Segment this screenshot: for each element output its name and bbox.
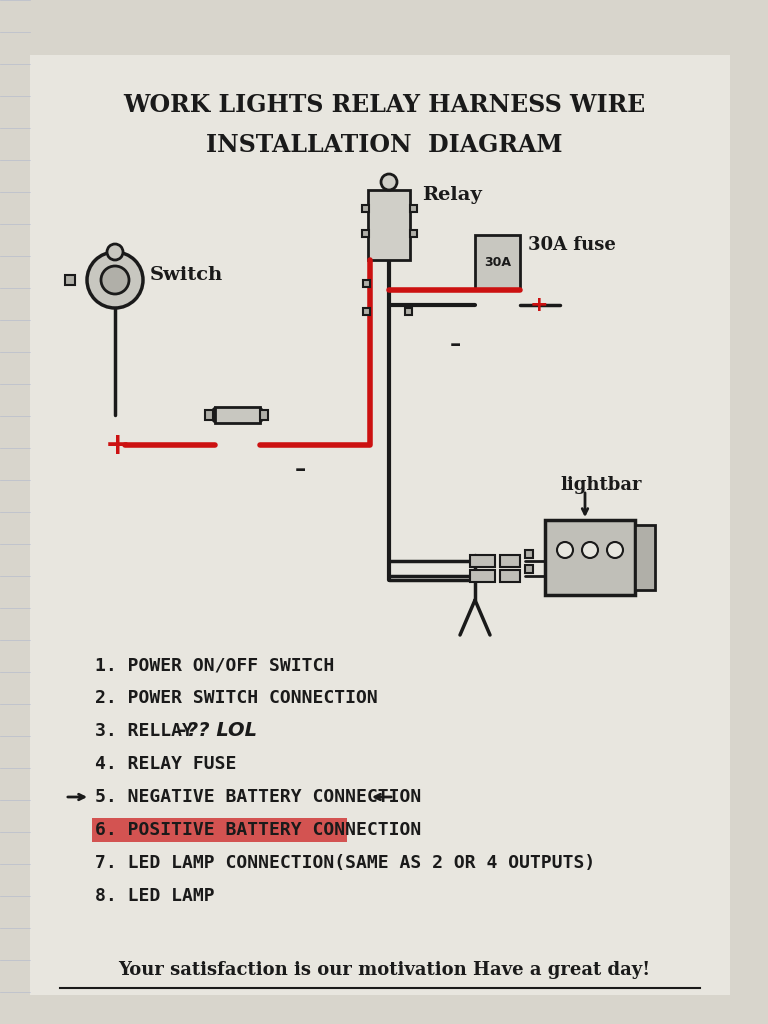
Text: INSTALLATION  DIAGRAM: INSTALLATION DIAGRAM [206, 133, 562, 157]
Bar [215, 407, 260, 423]
Polygon shape [207, 407, 215, 423]
Circle shape [381, 174, 397, 190]
Bar [525, 565, 533, 573]
Bar [635, 525, 655, 590]
Text: 3. RELLAY: 3. RELLAY [95, 722, 193, 740]
Circle shape [101, 266, 129, 294]
Polygon shape [260, 407, 268, 423]
Bar [525, 550, 533, 558]
Bar [500, 570, 520, 582]
Text: WORK LIGHTS RELAY HARNESS WIRE: WORK LIGHTS RELAY HARNESS WIRE [123, 93, 645, 117]
Text: 4. RELAY FUSE: 4. RELAY FUSE [95, 755, 237, 773]
Bar [410, 205, 417, 212]
Bar [470, 570, 495, 582]
Bar [475, 234, 520, 290]
Circle shape [582, 542, 598, 558]
Bar [405, 308, 412, 315]
Text: 8. LED LAMP: 8. LED LAMP [95, 887, 214, 905]
Text: lightbar: lightbar [560, 476, 641, 494]
Text: Your satisfaction is our motivation Have a great day!: Your satisfaction is our motivation Have… [118, 961, 650, 979]
Text: –: – [450, 335, 462, 355]
Text: 5. NEGATIVE BATTERY CONNECTION: 5. NEGATIVE BATTERY CONNECTION [95, 788, 422, 806]
Bar [363, 280, 370, 287]
Bar [362, 230, 369, 237]
Circle shape [87, 252, 143, 308]
Bar [362, 205, 369, 212]
Text: 30A: 30A [484, 256, 511, 269]
Text: –: – [295, 460, 306, 480]
Text: 2. POWER SWITCH CONNECTION: 2. POWER SWITCH CONNECTION [95, 689, 378, 707]
Bar [368, 190, 410, 260]
Circle shape [557, 542, 573, 558]
Bar [470, 555, 495, 567]
Text: Relay: Relay [422, 186, 482, 204]
Text: +: + [530, 295, 548, 315]
Circle shape [107, 244, 123, 260]
Text: -?? LOL: -?? LOL [171, 722, 257, 740]
Text: 6. POSITIVE BATTERY CONNECTION: 6. POSITIVE BATTERY CONNECTION [95, 821, 422, 839]
Bar [363, 308, 370, 315]
Bar [205, 410, 213, 420]
Bar [92, 818, 347, 842]
Text: 1. POWER ON/OFF SWITCH: 1. POWER ON/OFF SWITCH [95, 656, 334, 674]
Bar [500, 555, 520, 567]
Bar [260, 410, 268, 420]
Text: 30A fuse: 30A fuse [528, 236, 616, 254]
Text: +: + [105, 430, 131, 460]
Bar [410, 230, 417, 237]
Text: 7. LED LAMP CONNECTION(SAME AS 2 OR 4 OUTPUTS): 7. LED LAMP CONNECTION(SAME AS 2 OR 4 OU… [95, 854, 595, 872]
Text: Switch: Switch [150, 266, 223, 284]
Circle shape [607, 542, 623, 558]
Bar [545, 520, 635, 595]
Bar [65, 275, 75, 285]
